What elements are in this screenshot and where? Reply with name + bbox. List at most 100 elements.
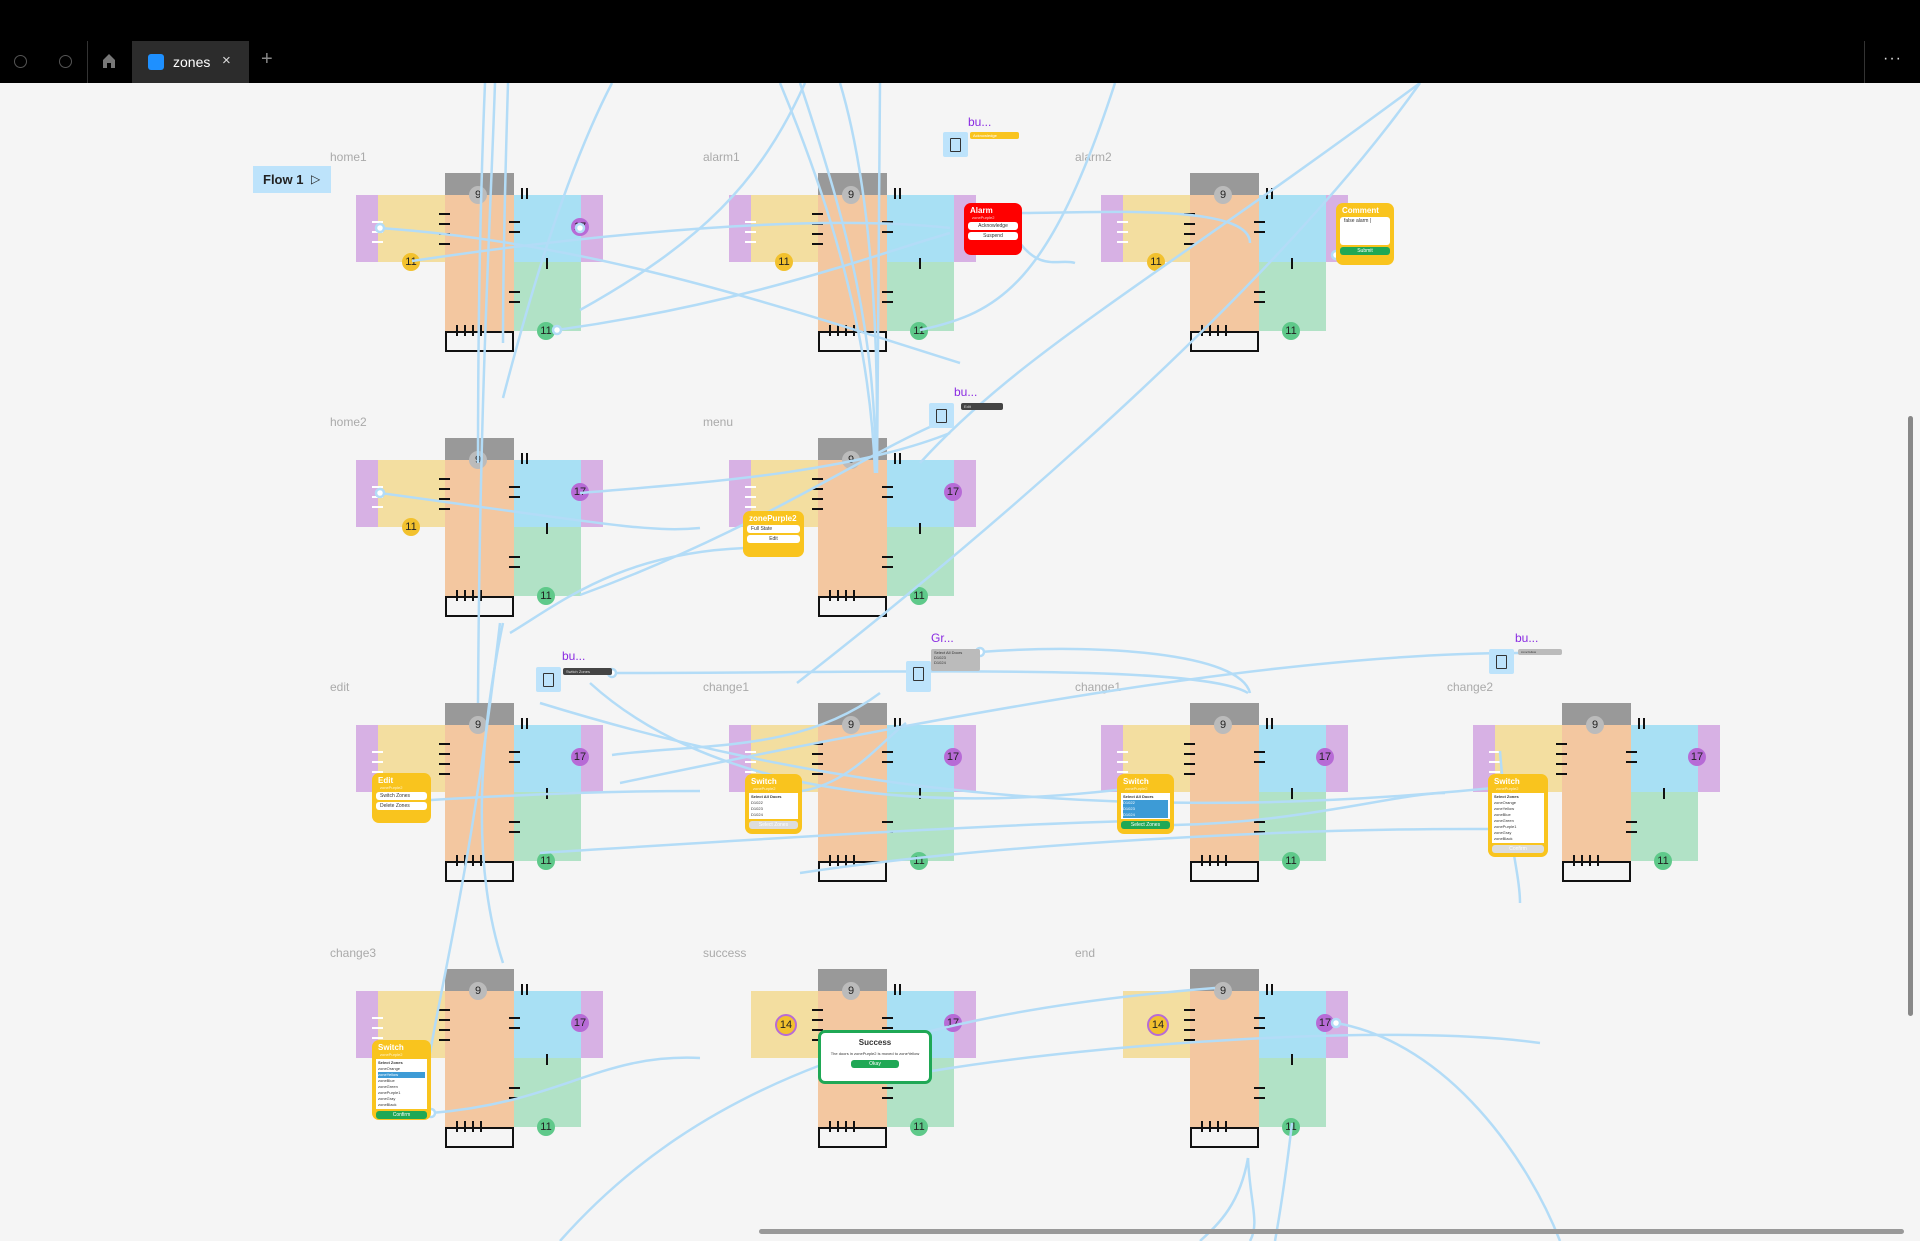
component-name[interactable]: bu... (968, 115, 992, 129)
zone-option[interactable]: zoneGreen (378, 1084, 398, 1089)
frame-change1[interactable]: change1 9 17 11 (1075, 680, 1348, 883)
wall-mark (1626, 761, 1637, 763)
green-zone (514, 527, 581, 596)
frame-label[interactable]: change3 (330, 946, 377, 960)
component-name[interactable]: Gr... (931, 631, 954, 645)
zone-badge-top: 9 (842, 982, 860, 1000)
wall-mark (882, 496, 893, 498)
zone-option[interactable]: zoneOrange (1494, 800, 1517, 805)
submit-button[interactable]: Submit (1340, 247, 1390, 255)
door-option[interactable]: D1022 (1123, 800, 1168, 806)
frame-label[interactable]: change2 (1447, 680, 1494, 694)
wall-mark (812, 773, 823, 775)
window-button[interactable] (59, 55, 72, 68)
zone-badge-green: 11 (1282, 322, 1300, 340)
horizontal-scrollbar[interactable] (759, 1229, 1904, 1234)
select-all-doors[interactable]: Select All Doors (751, 794, 782, 799)
acknowledge-button[interactable]: Acknowledge (968, 222, 1018, 230)
wall-mark (1254, 221, 1265, 223)
zone-option[interactable]: zoneBlue (378, 1078, 395, 1083)
component-icon[interactable] (906, 661, 931, 692)
okay-button[interactable]: Okay (851, 1060, 899, 1068)
connection-wire (875, 83, 882, 474)
zone-badge-right: 17 (571, 1014, 589, 1032)
zone-badge-yellow: 11 (402, 253, 420, 271)
frame-label[interactable]: home1 (330, 150, 367, 164)
frame-menu[interactable]: menu 9 17 11 (703, 415, 976, 618)
confirm-button[interactable]: Confirm (376, 1111, 427, 1119)
purple-zone-right (954, 725, 976, 792)
zone-option[interactable]: zoneOrange (378, 1066, 401, 1071)
frame-change3[interactable]: change3 9 17 11 (330, 946, 603, 1149)
zone-option[interactable]: zoneBlue (1494, 812, 1511, 817)
frame-end[interactable]: end 9 17 14 11 (1075, 946, 1348, 1149)
select-zones-button[interactable]: Select Zones (749, 821, 798, 829)
tab-zones[interactable]: zones × (132, 41, 249, 83)
door-outline (1190, 861, 1259, 882)
zone-option[interactable]: zoneBlack (378, 1102, 397, 1107)
comment-input[interactable]: false alarm | (1340, 217, 1390, 245)
component-icon[interactable] (929, 403, 954, 428)
zone-option[interactable]: zoneYellow (1494, 806, 1515, 811)
blue-zone (1259, 991, 1326, 1058)
frame-alarm1[interactable]: alarm1 9 11 11 (703, 150, 976, 353)
zone-option[interactable]: zoneYellow (378, 1072, 425, 1078)
vertical-scrollbar[interactable] (1908, 416, 1913, 1016)
wall-mark (372, 1027, 383, 1029)
frame-label[interactable]: alarm1 (703, 150, 740, 164)
frame-label[interactable]: success (703, 946, 747, 960)
suspend-button[interactable]: Suspend (968, 232, 1018, 240)
zone-option[interactable]: zoneGreen (1494, 818, 1514, 823)
edit-item[interactable]: Edit (747, 535, 800, 543)
door-option[interactable]: D1023 (751, 806, 763, 811)
delete-zones-item[interactable]: Delete Zones (376, 802, 427, 810)
frame-label[interactable]: home2 (330, 415, 367, 429)
acknowledge-pill[interactable]: Acknowledge (970, 132, 1019, 139)
component-name[interactable]: bu... (1515, 631, 1539, 645)
switch-zones-item[interactable]: Switch Zones (376, 792, 427, 800)
wall-mark (1184, 763, 1195, 765)
connection-node (374, 222, 386, 234)
component-name[interactable]: bu... (954, 385, 978, 399)
component-icon[interactable] (943, 132, 968, 157)
more-icon[interactable]: ··· (1883, 50, 1902, 67)
component-name[interactable]: bu... (562, 649, 586, 663)
frame-label[interactable]: menu (703, 415, 734, 429)
connection-wire (778, 83, 877, 474)
window-button[interactable] (14, 55, 27, 68)
component-icon[interactable] (1489, 649, 1514, 674)
zone-badge-green: 11 (1654, 852, 1672, 870)
flow-start-button[interactable]: Flow 1 ▷ (253, 166, 331, 193)
select-all-doors[interactable]: Select All Doors (1123, 794, 1154, 799)
zone-option[interactable]: zoneGray (378, 1096, 396, 1101)
zone-option[interactable]: zonePurple1 (378, 1090, 401, 1095)
full-state-item[interactable]: Full State (747, 525, 800, 533)
zone-option[interactable]: zoneGray (1494, 830, 1512, 835)
zone-option[interactable]: zoneBlack (1494, 836, 1513, 841)
wall-mark (1117, 761, 1128, 763)
close-icon[interactable]: × (222, 52, 231, 69)
connection-wire (379, 226, 961, 365)
edit-pill[interactable]: Edit (961, 403, 1003, 410)
frame-label[interactable]: edit (330, 680, 350, 694)
frame-label[interactable]: change1 (703, 680, 750, 694)
prototype-canvas[interactable]: home1 9 17 11 11 alarm1 9 11 11 alarm2 9 11 11 home2 9… (0, 83, 1920, 1241)
confirm-button[interactable]: Confirm (1492, 845, 1544, 853)
zone-yellow-pill[interactable]: zoneYellow (1518, 649, 1562, 655)
door-option[interactable]: D1024 (751, 812, 763, 817)
frame-label[interactable]: end (1075, 946, 1096, 960)
door-option[interactable]: D1024 (1123, 812, 1168, 818)
switch-zones-pill[interactable]: Switch Zones (563, 668, 612, 675)
wall-mark (845, 1121, 847, 1132)
component-icon[interactable] (536, 667, 561, 692)
wall-mark (882, 1087, 893, 1089)
frame-alarm2[interactable]: alarm2 9 11 11 (1075, 150, 1348, 353)
home-icon[interactable] (101, 53, 117, 69)
frame-label[interactable]: alarm2 (1075, 150, 1112, 164)
door-option[interactable]: D1022 (751, 800, 763, 805)
new-tab-button[interactable]: + (261, 48, 273, 70)
wall-mark (1217, 325, 1219, 336)
door-option[interactable]: D1023 (1123, 806, 1168, 812)
zone-option[interactable]: zonePurple1 (1494, 824, 1517, 829)
select-zones-button[interactable]: Select Zones (1121, 821, 1170, 829)
